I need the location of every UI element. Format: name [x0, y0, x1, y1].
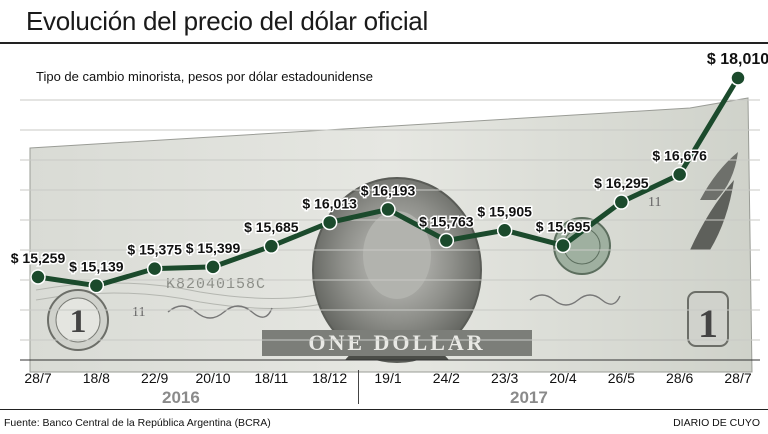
data-point-4 [263, 238, 280, 254]
corner-one-left: 1 [47, 289, 109, 351]
x-tick-label-6: 19/1 [374, 370, 401, 386]
value-label-0: $ 15,259 [11, 250, 66, 266]
note-one-right: 1 [698, 301, 718, 346]
value-label-6: $ 16,193 [361, 182, 416, 198]
x-tick-label-5: 18/12 [312, 370, 347, 386]
value-label-2: $ 15,375 [127, 242, 182, 258]
value-label-1: $ 15,139 [69, 259, 124, 275]
x-tick-label-3: 20/10 [195, 370, 230, 386]
x-tick-label-0: 28/7 [24, 370, 51, 386]
x-tick-label-10: 26/5 [608, 370, 635, 386]
data-point-0 [30, 269, 46, 285]
title-divider [0, 42, 768, 44]
data-point-5 [321, 214, 338, 231]
source-note: Fuente: Banco Central de la República Ar… [4, 417, 271, 429]
corner-one-right: 1 [687, 291, 729, 347]
x-axis: 28/7 18/8 22/9 20/10 18/11 18/12 19/1 24/2 23/3 2… [24, 370, 751, 386]
publisher-credit: DIARIO DE CUYO [673, 417, 760, 429]
data-point-11 [671, 166, 688, 183]
x-tick-label-12: 28/7 [724, 370, 751, 386]
year-label-2016: 2016 [162, 388, 200, 407]
value-label-7: $ 15,763 [419, 214, 474, 230]
value-label-12: $ 18,010 [707, 51, 768, 68]
year-label-2017: 2017 [510, 388, 548, 407]
data-point-12 [730, 70, 746, 86]
data-point-7 [438, 232, 455, 249]
data-point-2 [146, 260, 163, 277]
note-serial: K82040158C [166, 276, 266, 293]
data-point-6 [380, 201, 396, 218]
footer-divider [0, 409, 768, 410]
data-point-10 [613, 194, 630, 210]
chart-subtitle: Tipo de cambio minorista, pesos por dóla… [36, 69, 373, 84]
value-label-3: $ 15,399 [186, 240, 241, 256]
gridlines [20, 99, 760, 341]
series-exchange-rate [30, 70, 746, 294]
note-one-dollar-text: ONE DOLLAR [308, 330, 485, 355]
dollar-banknote-illustration: 1 1 K82040158C 11 11 ONE DOLLAR [29, 97, 753, 373]
year-divider [358, 370, 359, 404]
data-point-8 [496, 222, 513, 239]
chart-title: Evolución del precio del dólar oficial [26, 6, 428, 36]
note-one-left: 1 [70, 303, 87, 340]
x-tick-label-11: 28/6 [666, 370, 693, 386]
value-label-4: $ 15,685 [244, 219, 299, 235]
data-point-3 [205, 259, 221, 275]
x-tick-label-8: 23/3 [491, 370, 518, 386]
note-plate-right: 11 [648, 195, 661, 210]
x-tick-label-9: 20/4 [549, 370, 576, 386]
value-label-9: $ 15,695 [536, 218, 591, 234]
value-label-11: $ 16,676 [652, 147, 707, 163]
data-point-1 [88, 277, 105, 294]
x-tick-label-4: 18/11 [254, 370, 288, 386]
x-tick-label-7: 24/2 [433, 370, 460, 386]
x-tick-label-2: 22/9 [141, 370, 168, 386]
data-point-9 [555, 237, 571, 254]
value-label-5: $ 16,013 [302, 195, 357, 211]
value-label-8: $ 15,905 [477, 203, 532, 219]
x-tick-label-1: 18/8 [83, 370, 110, 386]
value-label-10: $ 16,295 [594, 175, 649, 191]
value-labels: $ 15,259$ 15,139$ 15,375 $ 15,399$ 15,685… [9, 50, 768, 277]
note-plate-left: 11 [132, 305, 145, 320]
